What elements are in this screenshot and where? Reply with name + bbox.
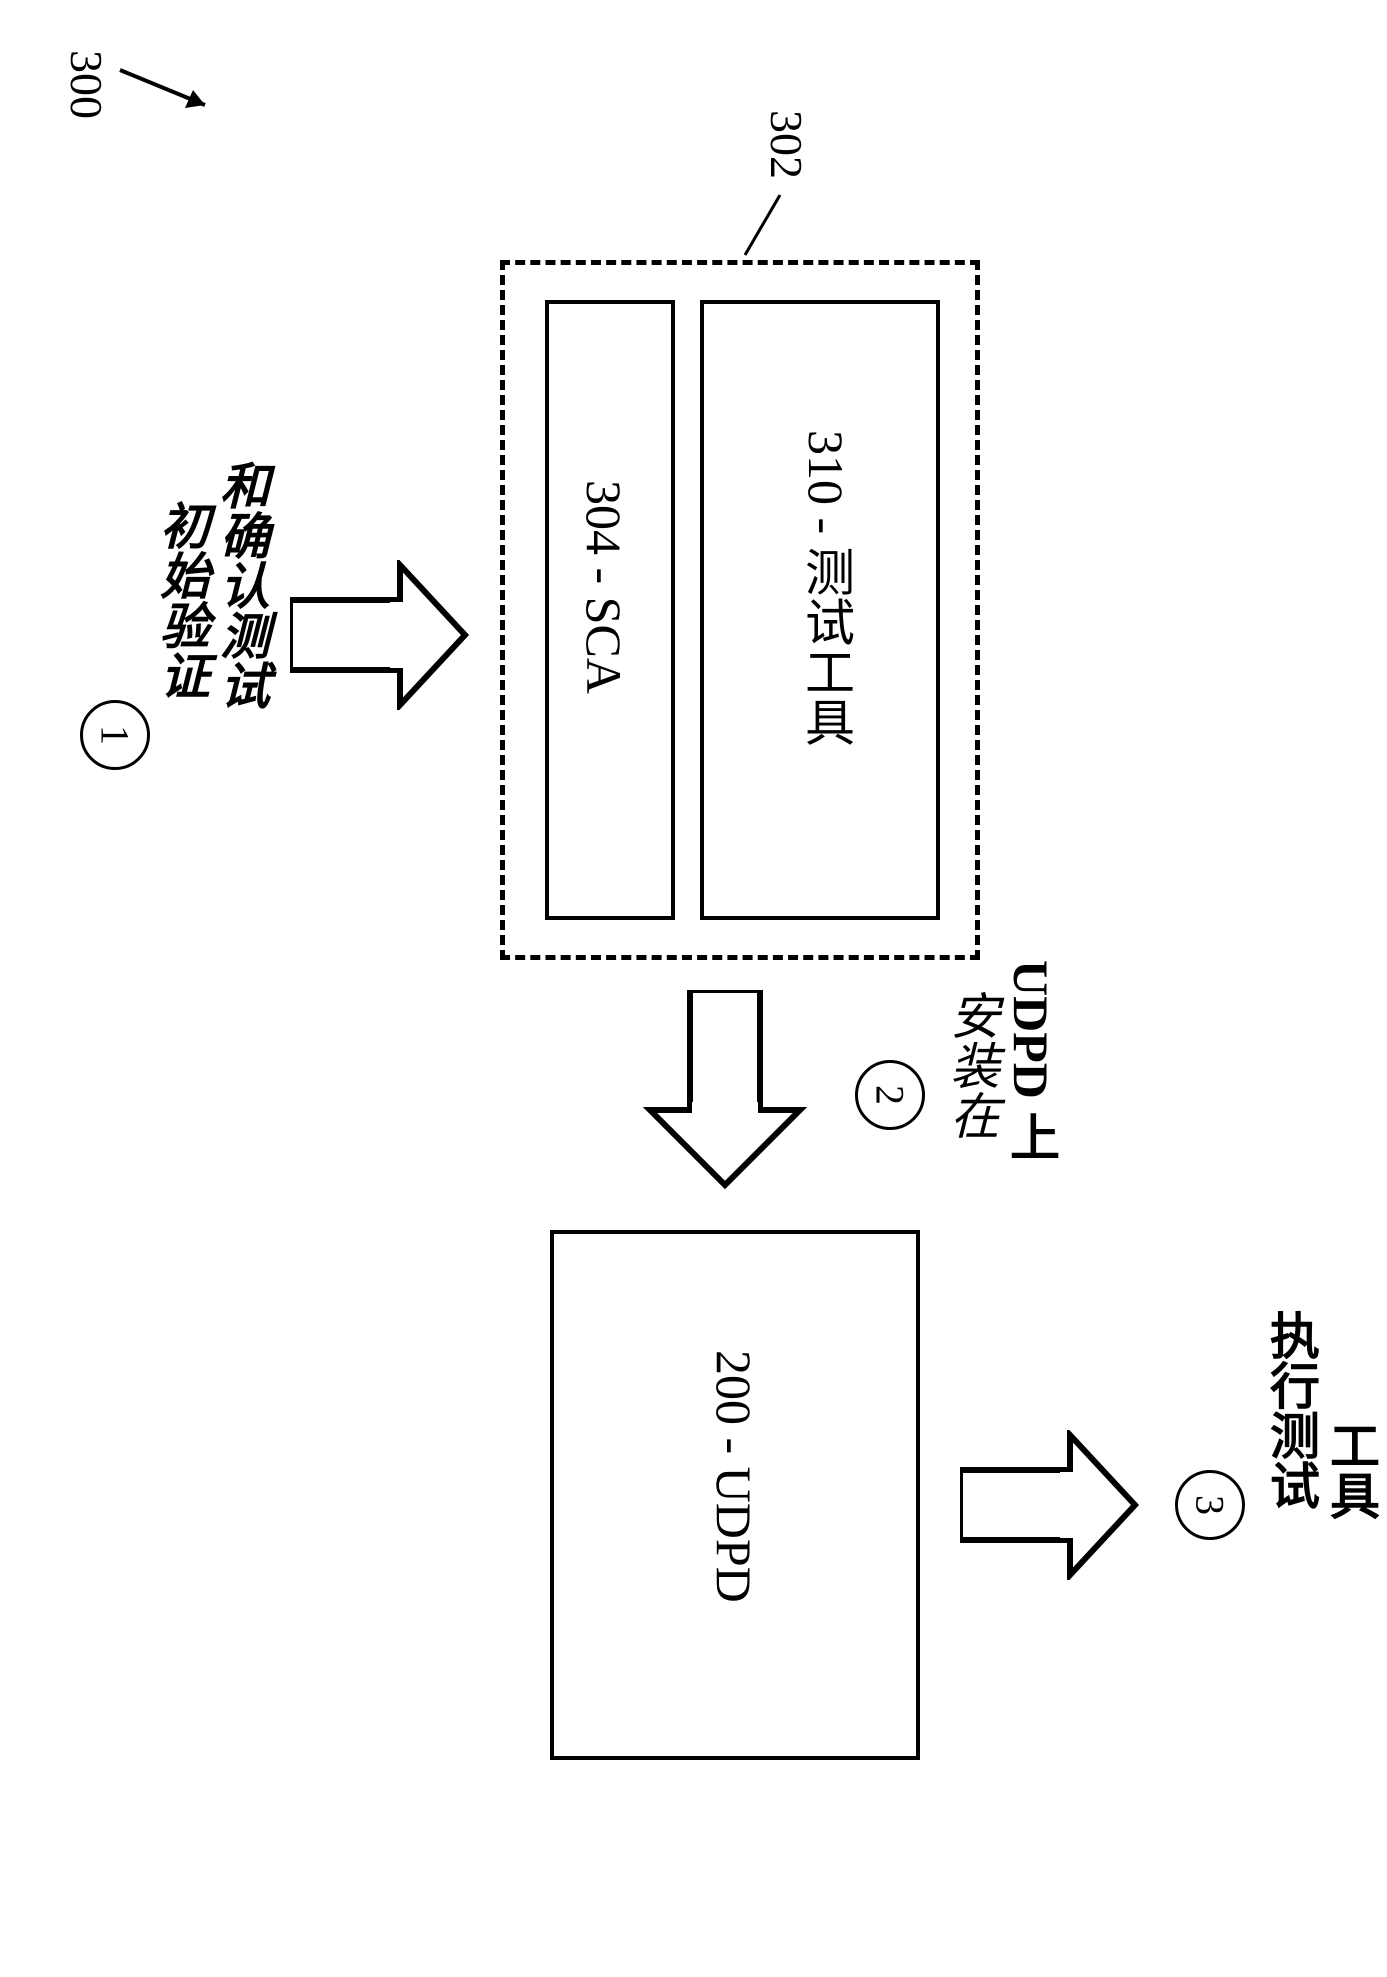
ref-arrow-300 — [115, 60, 225, 120]
step-2-num: 2 — [867, 1085, 914, 1105]
box-udpd-label: 200 - UDPD — [705, 1350, 763, 1603]
diagram-stage: 300 1 初始验证 和确认测试 302 304 - SCA 310 - 测试工… — [0, 0, 1387, 1977]
step-3-line2: 工具 — [1315, 1420, 1387, 1520]
step-1-num: 1 — [92, 725, 139, 745]
box-sca-label: 304 - SCA — [575, 480, 633, 694]
step-1-line2: 和确认测试 — [205, 460, 277, 710]
step-3-num: 3 — [1187, 1495, 1234, 1515]
step-2-line2: UDPD 上 — [995, 960, 1067, 1161]
figure-ref-300: 300 — [60, 50, 113, 119]
arrow-step1 — [290, 560, 470, 710]
step-3-badge: 3 — [1175, 1470, 1245, 1540]
box-tool-label: 310 - 测试工具 — [790, 430, 862, 747]
package-ref-302: 302 — [760, 110, 813, 179]
arrow-step2 — [640, 990, 810, 1190]
step-1-badge: 1 — [80, 700, 150, 770]
ref-leader-302 — [740, 190, 800, 270]
step-2-badge: 2 — [855, 1060, 925, 1130]
arrow-step3 — [960, 1430, 1140, 1580]
